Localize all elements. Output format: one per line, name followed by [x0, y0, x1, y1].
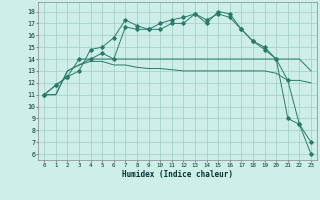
X-axis label: Humidex (Indice chaleur): Humidex (Indice chaleur) — [122, 170, 233, 179]
